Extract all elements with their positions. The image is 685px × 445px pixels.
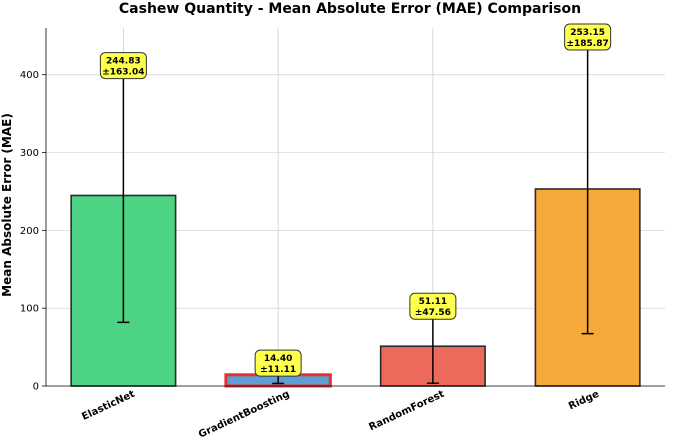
chart-title: Cashew Quantity - Mean Absolute Error (M… [119, 1, 581, 17]
bars [70, 43, 641, 388]
y-tick-label: 300 [20, 148, 39, 159]
value-label: 253.15 [570, 28, 605, 38]
error-label: ±11.11 [260, 365, 296, 375]
x-tick-label: GradientBoosting [197, 389, 291, 441]
y-tick-label: 400 [20, 70, 39, 81]
x-tick-label: Ridge [567, 389, 601, 413]
x-tick-label: RandomForest [367, 389, 446, 434]
x-tick-label: ElasticNet [80, 389, 137, 423]
error-label: ±163.04 [102, 68, 144, 78]
y-tick-label: 200 [20, 226, 39, 237]
value-label: 51.11 [419, 297, 447, 307]
y-tick-label: 100 [20, 304, 39, 315]
error-label: ±185.87 [566, 39, 608, 49]
value-label: 14.40 [264, 354, 292, 364]
y-tick-label: 0 [33, 382, 39, 393]
value-label-box [564, 23, 612, 51]
value-label: 244.83 [106, 57, 141, 67]
value-label-box [254, 349, 302, 377]
error-label: ±47.56 [415, 308, 451, 318]
value-label-box [99, 52, 147, 80]
y-axis-label: Mean Absolute Error (MAE) [0, 113, 14, 297]
annotations: 244.83±163.04 14.40±11.11 51.11±47.56 253.1… [99, 23, 612, 377]
value-label-box [409, 292, 457, 320]
